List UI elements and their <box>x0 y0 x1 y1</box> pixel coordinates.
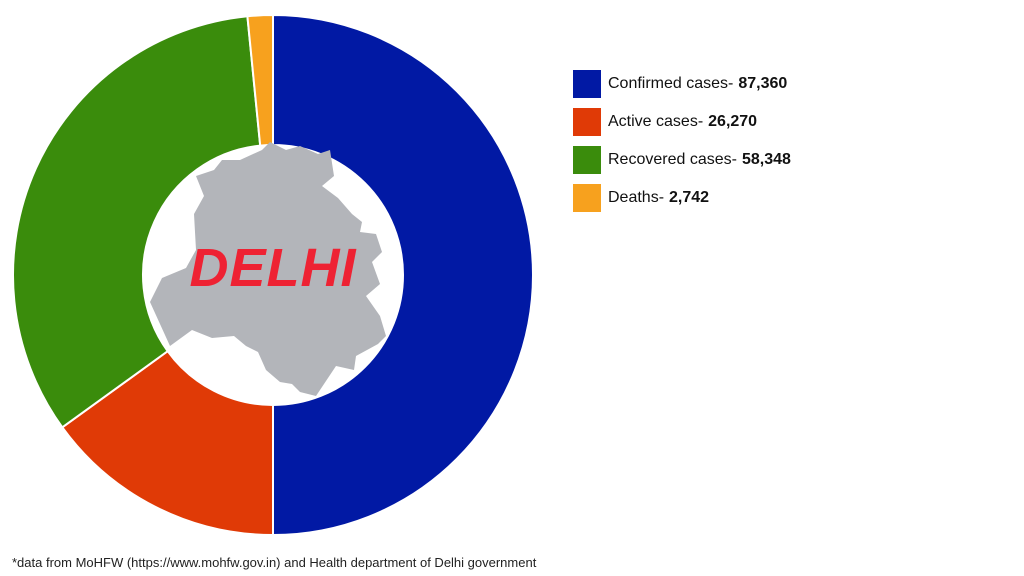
legend-swatch-deaths <box>573 183 601 212</box>
legend-label-confirmed: Confirmed cases- <box>608 74 734 92</box>
legend-value-active: 26,270 <box>708 112 758 130</box>
legend-label-recovered: Recovered cases- <box>608 150 737 168</box>
legend-item-deaths: Deaths- 2,742 <box>573 183 791 212</box>
delhi-center-label: DELHI <box>189 238 357 298</box>
legend-swatch-active <box>573 107 601 136</box>
legend: Confirmed cases- 87,360 Active cases- 26… <box>573 69 791 221</box>
slice-confirmed <box>272 13 534 537</box>
legend-swatch-confirmed <box>573 69 601 98</box>
delhi-map-shape <box>150 142 386 396</box>
legend-value-recovered: 58,348 <box>741 150 791 168</box>
legend-value-deaths: 2,742 <box>669 188 710 206</box>
legend-item-recovered: Recovered cases- 58,348 <box>573 145 791 174</box>
legend-swatch-recovered <box>573 145 601 174</box>
legend-label-deaths: Deaths- <box>608 188 665 206</box>
legend-item-active: Active cases- 26,270 <box>573 107 791 136</box>
footnote: *data from MoHFW (https://www.mohfw.gov.… <box>12 555 537 570</box>
legend-label-active: Active cases- <box>608 112 704 130</box>
legend-item-confirmed: Confirmed cases- 87,360 <box>573 69 791 98</box>
donut-slices <box>12 13 534 537</box>
slice-active <box>60 349 274 537</box>
slice-recovered <box>12 15 262 429</box>
legend-value-confirmed: 87,360 <box>738 74 788 92</box>
